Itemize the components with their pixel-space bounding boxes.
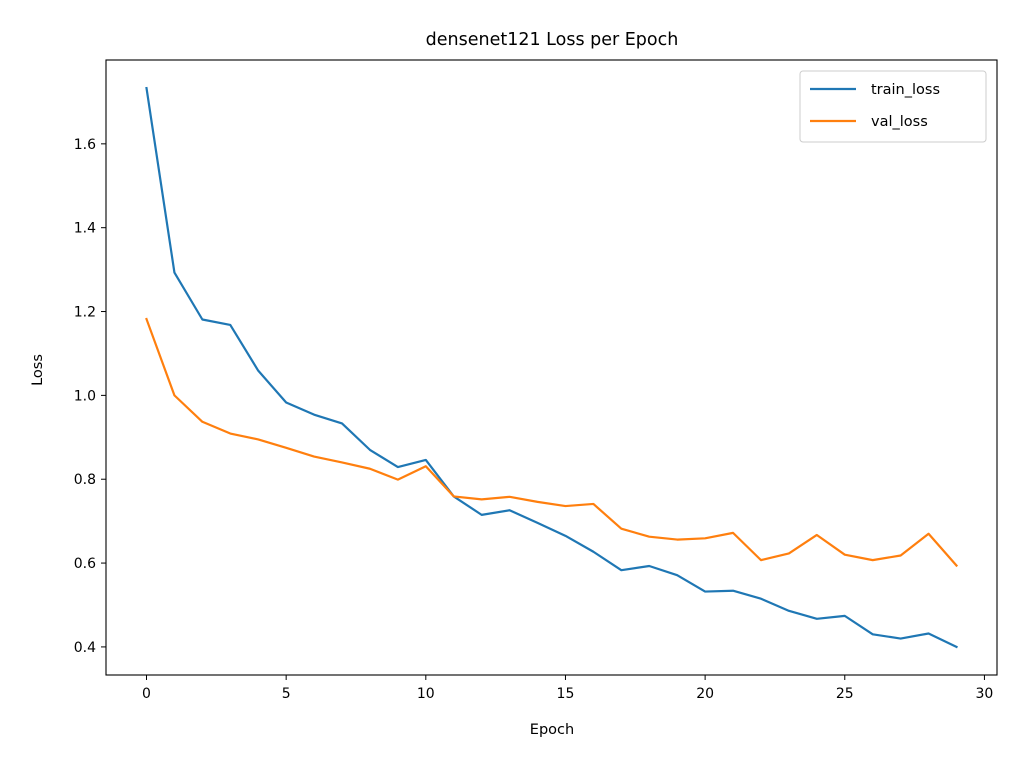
y-tick-label: 1.0 xyxy=(74,388,96,404)
x-axis-label: Epoch xyxy=(530,722,574,738)
y-tick-label: 1.6 xyxy=(74,137,96,153)
x-tick-label: 20 xyxy=(696,686,714,702)
y-tick-label: 1.2 xyxy=(74,305,96,321)
y-axis-label: Loss xyxy=(30,354,46,386)
x-tick-label: 5 xyxy=(282,686,291,702)
legend-label-train-loss: train_loss xyxy=(871,82,940,98)
x-tick-label: 0 xyxy=(142,686,151,702)
x-tick-label: 25 xyxy=(836,686,854,702)
x-tick-label: 15 xyxy=(557,686,575,702)
axes-frame xyxy=(105,59,998,676)
y-tick-label: 1.4 xyxy=(74,221,96,237)
chart-title: densenet121 Loss per Epoch xyxy=(426,30,679,50)
y-tick-label: 0.8 xyxy=(74,472,96,488)
y-tick-label: 0.4 xyxy=(74,640,96,656)
plot-area: 0 5 10 15 20 25 30 0.4 0.6 0.8 1.0 1.2 1.4 1.6 train_l… xyxy=(74,59,998,702)
x-tick-label: 10 xyxy=(417,686,435,702)
y-tick-label: 0.6 xyxy=(74,556,96,572)
x-tick-label: 30 xyxy=(976,686,994,702)
series-line-train-loss xyxy=(145,86,958,649)
legend-label-val-loss: val_loss xyxy=(871,114,928,130)
series-line-val-loss xyxy=(145,317,959,568)
